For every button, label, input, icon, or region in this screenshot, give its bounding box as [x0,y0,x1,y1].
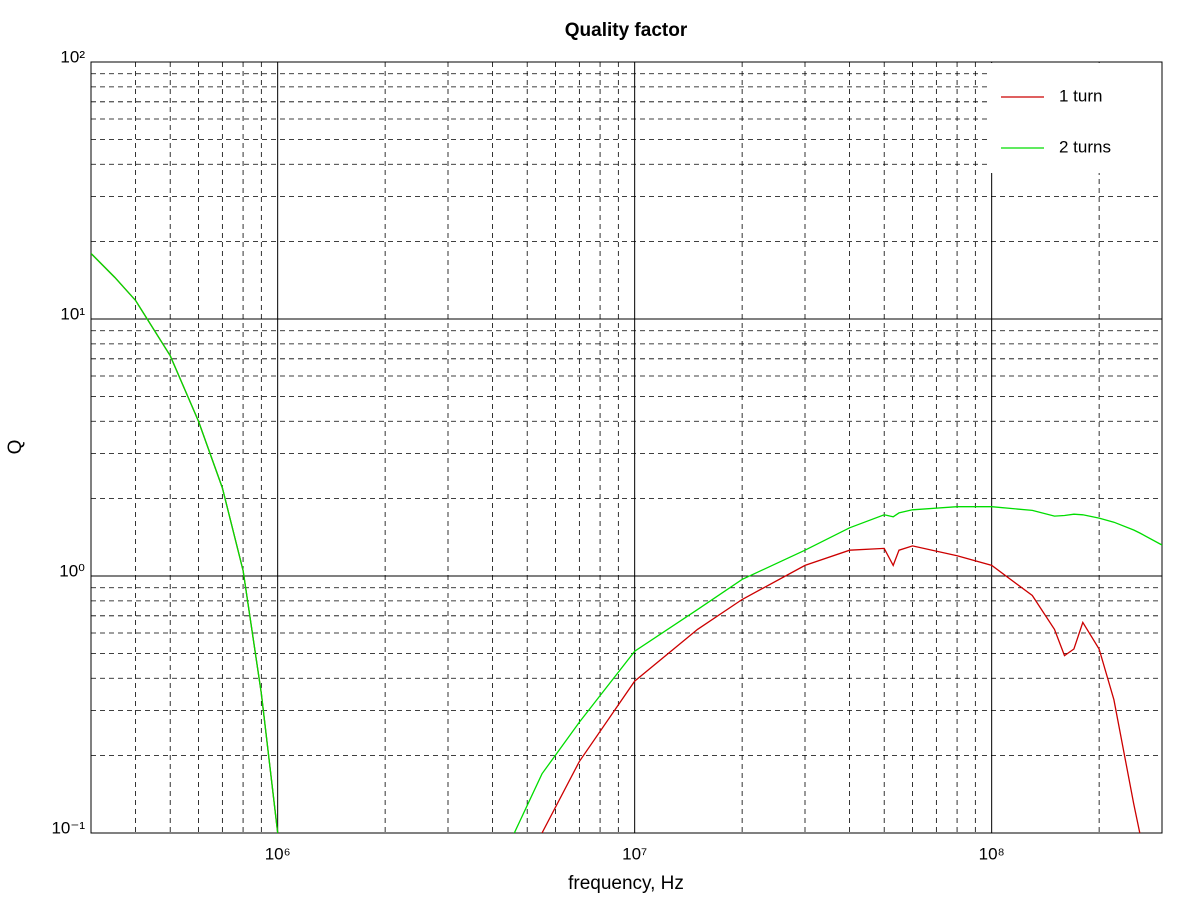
series-line [91,252,1141,833]
legend-box [989,63,1161,173]
y-tick-label: 10¹ [60,304,85,323]
legend-label: 2 turns [1059,137,1111,156]
plot-frame [90,61,1163,834]
x-axis-label: frequency, Hz [568,873,684,894]
chart-title: Quality factor [565,20,688,41]
y-axis-label: Q [5,440,26,455]
legend-label: 1 turn [1059,86,1102,105]
y-tick-label: 10² [60,47,85,66]
x-tick-label: 10⁸ [979,844,1005,863]
x-tick-label: 10⁷ [622,844,647,863]
y-tick-label: 10⁻¹ [51,818,85,837]
series-line [91,252,1162,833]
y-tick-label: 10⁰ [59,561,85,580]
x-tick-label: 10⁶ [265,844,291,863]
